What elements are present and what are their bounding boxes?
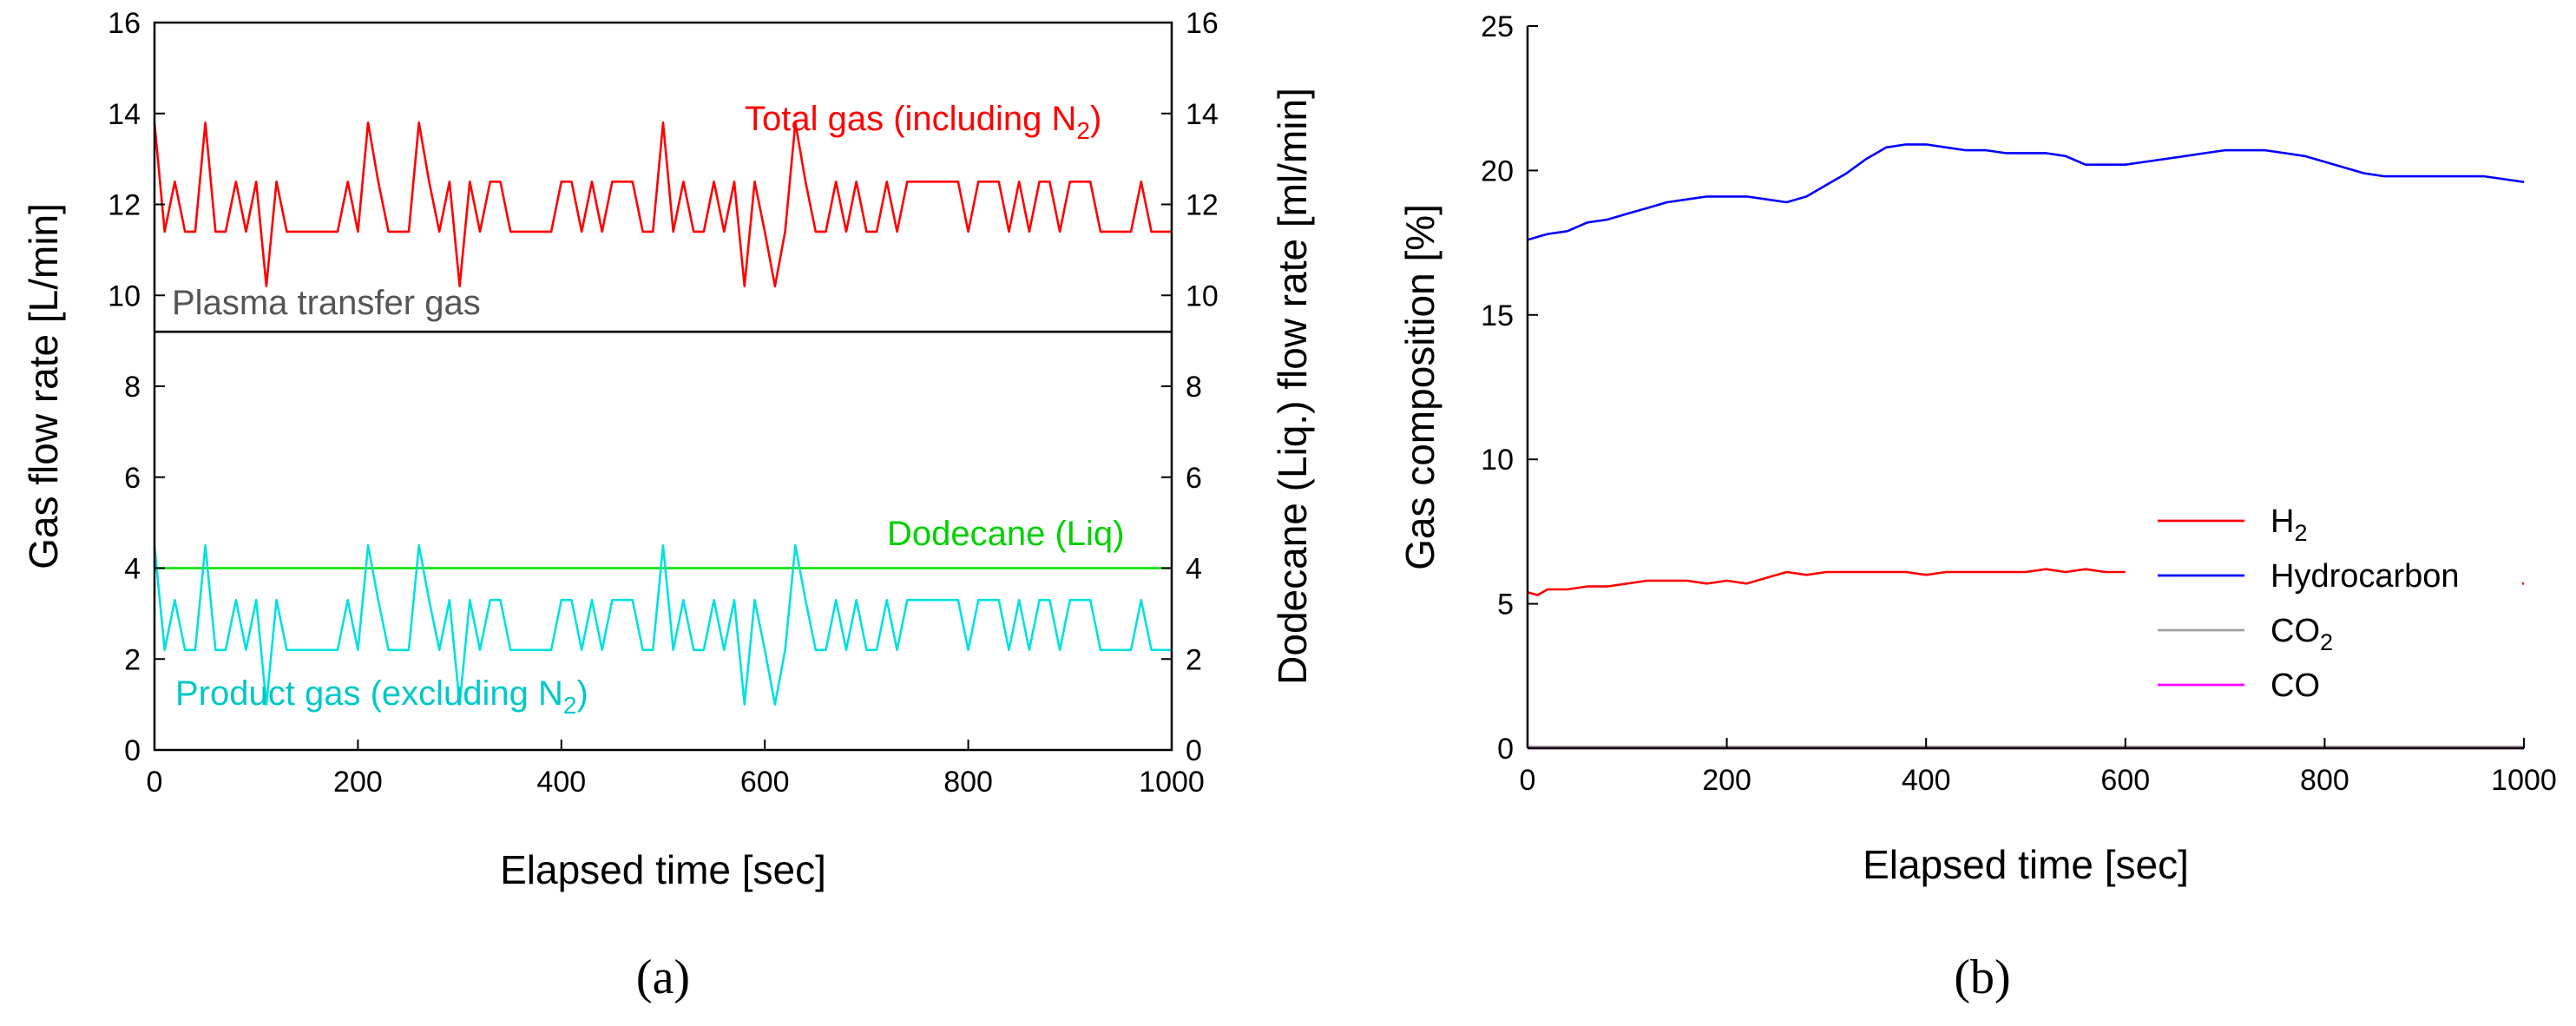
panel-a-y-tick-label: 16 xyxy=(108,7,141,40)
panel-b-series-h2 xyxy=(1527,568,2126,596)
panel-b-y-tick-label: 20 xyxy=(1481,155,1514,187)
panel-b-legend: H2 Hydrocarbon CO2 CO xyxy=(2149,490,2522,715)
panel-a-y2-tick-label: 2 xyxy=(1186,643,1202,676)
panel-b-y-tick-label: 15 xyxy=(1481,299,1514,332)
panel-a-x-axis-label: Elapsed time [sec] xyxy=(500,847,826,892)
panel-a-x-tick-label: 600 xyxy=(740,766,790,799)
annotation-dodecane: Dodecane (Liq) xyxy=(887,515,1125,553)
panel-a-y2-tick-label: 4 xyxy=(1186,553,1202,586)
panel-a-y2-tick-label: 0 xyxy=(1186,734,1202,767)
panel-a-x-tick-label: 1000 xyxy=(1139,766,1205,799)
panel-a-y-tick-label: 6 xyxy=(124,462,141,495)
legend-background xyxy=(2149,490,2522,715)
panel-a-label: (a) xyxy=(636,950,690,1004)
panel-b-y-ticks: 0 5 10 15 20 25 xyxy=(1481,10,1538,766)
panel-b-x-tick-label: 200 xyxy=(1702,764,1751,797)
panel-a-y2-tick-label: 10 xyxy=(1186,280,1219,312)
panel-a-y-tick-label: 12 xyxy=(108,189,141,222)
panel-a-x-ticks: 0 200 400 600 800 1000 xyxy=(147,740,1205,799)
panel-a-y-tick-label: 2 xyxy=(124,643,141,676)
panel-b-x-tick-label: 1000 xyxy=(2491,764,2557,797)
panel-a-y-tick-label: 0 xyxy=(124,734,141,767)
panel-a-y-ticks: 0 2 4 6 8 10 12 14 16 xyxy=(108,7,165,767)
panel-a-y2-tick-label: 8 xyxy=(1186,371,1202,404)
panel-a-x-tick-label: 400 xyxy=(536,766,586,799)
panel-a-y-axis-label: Gas flow rate [L/min] xyxy=(21,203,66,569)
panel-b-y-tick-label: 0 xyxy=(1497,733,1514,766)
legend-label-co2: CO2 xyxy=(2270,613,2333,655)
annotation-total-gas: Total gas (including N2) xyxy=(745,100,1101,144)
panel-a-y2-ticks: 0 2 4 6 8 10 12 14 16 xyxy=(1161,7,1219,767)
panel-b-x-tick-label: 0 xyxy=(1520,764,1536,797)
legend-label-co: CO xyxy=(2270,668,2320,704)
legend-label-h2: H2 xyxy=(2270,503,2307,546)
annotation-product-gas: Product gas (excluding N2) xyxy=(175,674,588,719)
panel-a-y2-tick-label: 6 xyxy=(1186,462,1202,495)
panel-b-y-tick-label: 10 xyxy=(1481,444,1514,477)
panel-b-y-tick-label: 5 xyxy=(1497,589,1514,622)
panel-b-y-tick-label: 25 xyxy=(1481,10,1514,43)
panel-a-y2-tick-label: 16 xyxy=(1186,7,1219,40)
panel-a-y2-tick-label: 14 xyxy=(1186,98,1219,131)
panel-a-y-tick-label: 8 xyxy=(124,371,141,404)
panel-b-x-axis-label: Elapsed time [sec] xyxy=(1863,842,2189,887)
panel-a-y-tick-label: 14 xyxy=(108,98,141,131)
panel-a-x-tick-label: 200 xyxy=(333,766,383,799)
panel-b-y-axis-label: Gas composition [%] xyxy=(1397,204,1442,570)
panel-a-x-tick-label: 0 xyxy=(147,766,163,799)
panel-b: 0 200 400 600 800 1000 0 5 10 15 20 25 Elapsed tim… xyxy=(1397,10,2557,1004)
panel-b-series-hydrocarbon xyxy=(1527,143,2525,241)
panel-a-series-total-gas-including-n2 xyxy=(153,121,1172,288)
panel-b-x-ticks: 0 200 400 600 800 1000 xyxy=(1520,738,2557,797)
panel-a-series-product-gas-excluding-n2 xyxy=(153,543,1172,706)
legend-label-hydrocarbon: Hydrocarbon xyxy=(2270,558,2460,595)
annotation-plasma-transfer-gas: Plasma transfer gas xyxy=(172,284,481,322)
panel-a-y-tick-label: 10 xyxy=(108,280,141,312)
panel-b-x-tick-label: 800 xyxy=(2300,764,2349,797)
panel-a-y-tick-label: 4 xyxy=(124,553,141,586)
panel-a-series xyxy=(153,121,1172,706)
panel-a-y2-axis-label: Dodecane (Liq.) flow rate [ml/min] xyxy=(1270,88,1315,685)
panel-a-y2-tick-label: 12 xyxy=(1186,189,1219,222)
panel-b-label: (b) xyxy=(1954,950,2010,1004)
panel-b-x-tick-label: 600 xyxy=(2100,764,2150,797)
panel-a-x-tick-label: 800 xyxy=(943,766,993,799)
panel-b-x-tick-label: 400 xyxy=(1902,764,1951,797)
panel-a: 0 200 400 600 800 1000 0 2 4 6 8 10 12 14 16 0 2 4 6 8 10 1… xyxy=(21,7,1315,1004)
